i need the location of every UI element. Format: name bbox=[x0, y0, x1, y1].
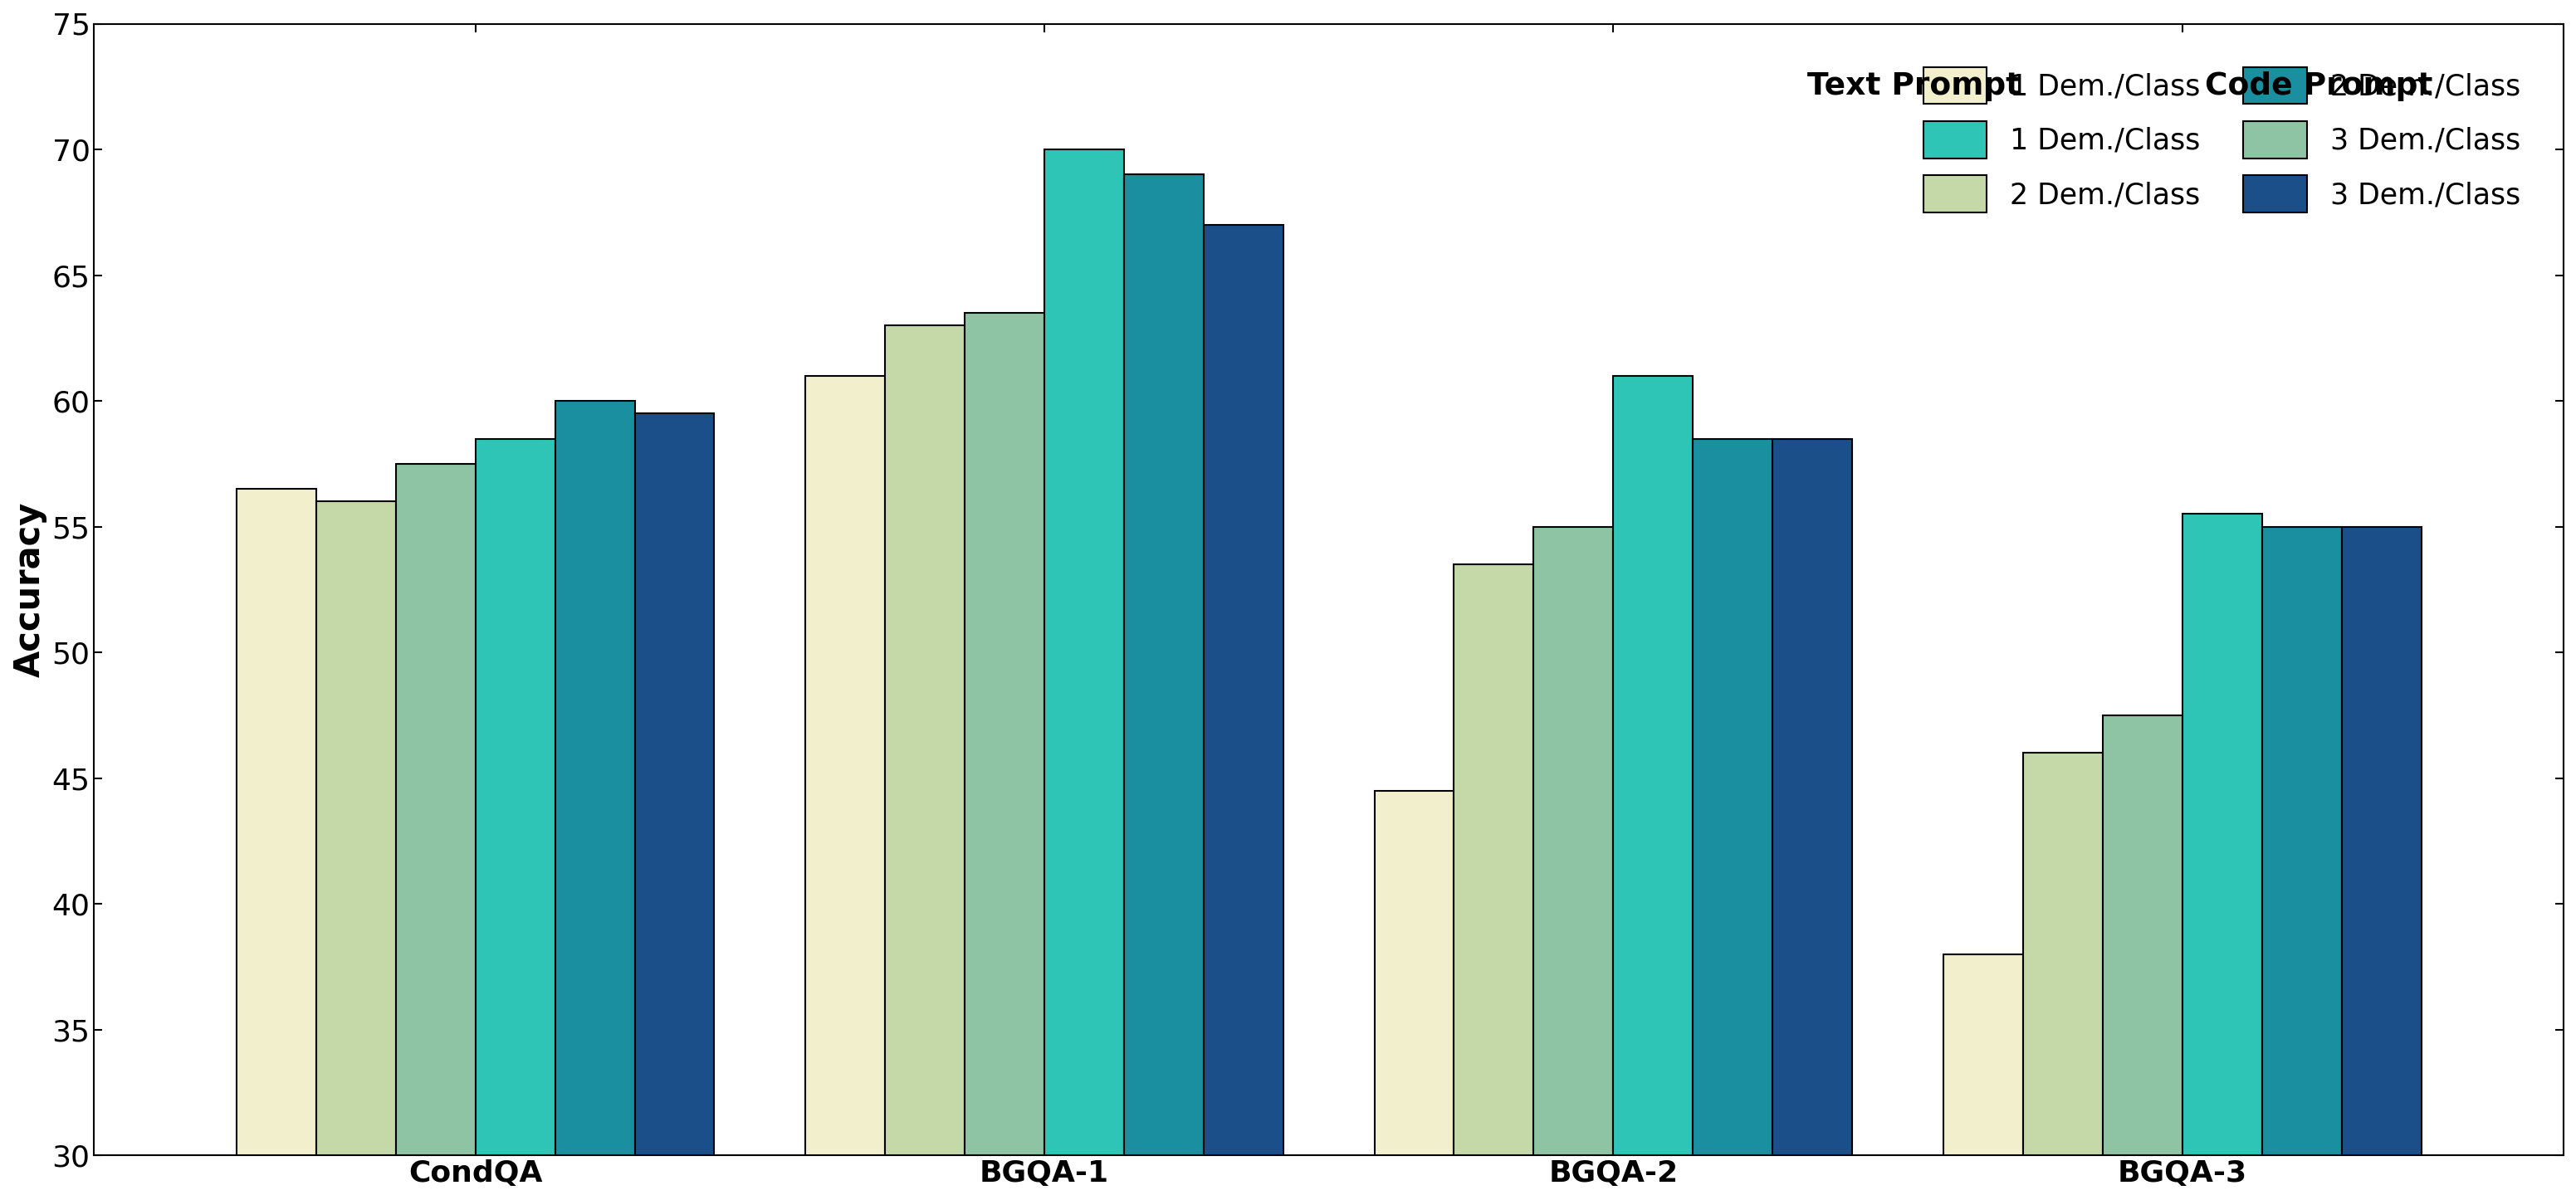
Bar bbox=[1453, 564, 1533, 1156]
Bar bbox=[1376, 791, 1453, 1156]
Bar bbox=[963, 313, 1043, 1156]
Text: Text Prompt: Text Prompt bbox=[1808, 71, 2022, 101]
Bar bbox=[237, 488, 317, 1156]
Bar bbox=[2182, 514, 2262, 1156]
Bar bbox=[317, 502, 397, 1156]
Text: Code Prompt: Code Prompt bbox=[2205, 71, 2432, 101]
Bar bbox=[2102, 715, 2182, 1156]
Bar bbox=[1123, 174, 1203, 1156]
Bar bbox=[1772, 438, 1852, 1156]
Bar bbox=[1203, 224, 1283, 1156]
Bar bbox=[397, 463, 477, 1156]
Bar bbox=[1613, 376, 1692, 1156]
Y-axis label: Accuracy: Accuracy bbox=[13, 502, 46, 677]
Bar bbox=[806, 376, 886, 1156]
Bar bbox=[1692, 438, 1772, 1156]
Bar bbox=[2342, 527, 2421, 1156]
Bar bbox=[477, 438, 554, 1156]
Bar bbox=[886, 325, 963, 1156]
Bar bbox=[1942, 954, 2022, 1156]
Bar bbox=[1043, 149, 1123, 1156]
Bar bbox=[2022, 752, 2102, 1156]
Bar bbox=[634, 414, 714, 1156]
Legend: 1 Dem./Class, 1 Dem./Class, 2 Dem./Class, 2 Dem./Class, 3 Dem./Class, 3 Dem./Cla: 1 Dem./Class, 1 Dem./Class, 2 Dem./Class… bbox=[1893, 38, 2550, 241]
Bar bbox=[2262, 527, 2342, 1156]
Bar bbox=[1533, 527, 1613, 1156]
Bar bbox=[554, 401, 634, 1156]
